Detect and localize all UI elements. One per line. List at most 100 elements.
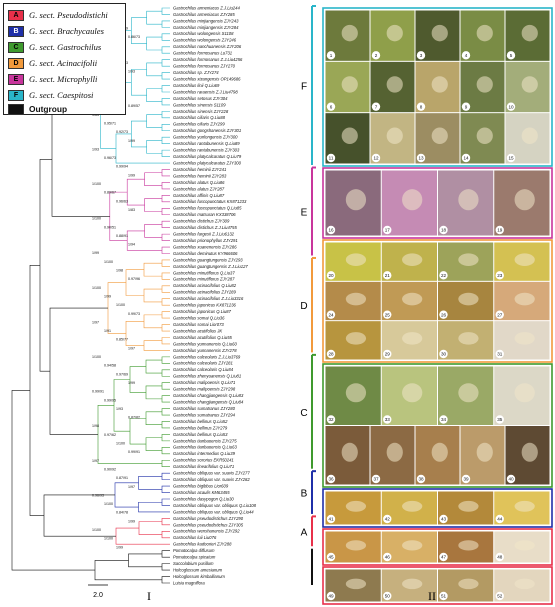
tree-branch (161, 33, 170, 41)
tree-branch (161, 85, 170, 93)
support-value: 1/93 (116, 407, 123, 411)
legend-label: G. sect. Gastrochilus (29, 42, 102, 52)
taxon-label: Gastrochilus platycalcaratus ZJY300 (173, 160, 242, 165)
taxon-label: Gastrochilus acinacifolius Q.Liu82 (173, 283, 237, 288)
photo-number-badge (495, 349, 504, 359)
photo-number: 13 (418, 156, 424, 161)
taxon-label: Gastrochilus distichus Z.J.Liu4755 (173, 225, 237, 230)
photo-number-badge (383, 552, 392, 562)
taxon-label: Gastrochilus sumatranus ZJY280 (173, 406, 236, 411)
photo-number: 4 (465, 53, 468, 58)
photo-number-badge (326, 271, 336, 280)
photo-number-badge (439, 415, 448, 424)
flower-highlight (402, 189, 423, 211)
tree-branch (128, 553, 162, 568)
flower-highlight (341, 127, 358, 144)
flower-highlight (431, 24, 448, 42)
flower-highlight (521, 24, 538, 42)
tree-branch (51, 102, 110, 217)
photo-number-badge (439, 271, 448, 280)
photo-number: 45 (328, 555, 334, 560)
taxon-label: Gastrochilus guangtungensis ZJY293 (173, 257, 243, 262)
support-value: 0.88/91 (116, 234, 128, 238)
photo-number: 12 (373, 156, 379, 161)
taxon-label: Gastrochilus obliquus var. obliquus Q.Li… (173, 509, 254, 514)
taxon-label: Gastrochilus alatus Q.Liu86 (173, 180, 225, 185)
photo-number-badge (506, 102, 516, 111)
tree-branch (161, 337, 170, 345)
support-value: 0.97/96 (128, 277, 140, 281)
taxon-label: Gastrochilus intermedius Q.Liu39 (173, 451, 236, 456)
clade-letter: F (301, 82, 307, 93)
tree-branch (161, 7, 170, 15)
taxon-label: Gastrochilus heminii ZJY283 (173, 173, 227, 178)
photo-number: 17 (385, 228, 391, 233)
tree-branch (143, 340, 170, 351)
photo-number-badge (495, 552, 504, 562)
tree-branch (145, 359, 162, 374)
taxon-label: Gastrochilus deminutus KY966606 (173, 251, 238, 256)
support-value: 1/100 (92, 286, 101, 290)
tree-branch (161, 518, 170, 526)
photo-number-badge (461, 153, 471, 163)
photo-number-badge (326, 153, 336, 163)
taxon-label: Gastrochilus platycalcaratus Q.Liu79 (173, 154, 242, 159)
support-value: 0.89/57 (128, 104, 140, 108)
taxon-label: Gastrochilus xuanenensis ZJY286 (173, 244, 237, 249)
taxon-label: Gastrochilus matsuran KX338706 (173, 212, 236, 217)
support-value: 1/97 (92, 320, 99, 324)
photo-number-badge (371, 153, 381, 163)
photo-number-badge (461, 51, 471, 60)
support-value: 0.96/73 (104, 156, 116, 160)
taxon-label: Pomatocalpa diffusum (173, 548, 215, 553)
clade-letter: C (300, 408, 307, 419)
flower-highlight (345, 578, 367, 590)
flower-highlight (514, 332, 535, 345)
taxon-label: Gastrochilus nanchuanensis ZJY206 (173, 44, 242, 49)
clade-bars: F E D C B A (300, 5, 316, 585)
support-value: 0.97/62 (104, 433, 116, 437)
photo-number-badge (461, 102, 471, 111)
taxon-label: Gastrochilus changjiangensis Q.Liu84 (173, 400, 244, 405)
photo-number-badge (439, 591, 448, 601)
tree-branch (138, 501, 170, 513)
flower-highlight (345, 189, 367, 211)
photo-number: 25 (385, 312, 391, 317)
clade-letter: B (301, 489, 308, 500)
support-value: 0.99/94 (116, 165, 128, 169)
photo-number: 11 (329, 156, 334, 161)
flower-highlight (345, 253, 367, 266)
support-value: 0.99/91 (128, 450, 140, 454)
phylogenetic-tree (11, 7, 170, 584)
flower-highlight (458, 578, 479, 590)
photo-number-badge (371, 474, 381, 484)
taxon-label: Gastrochilus distichus ZJY309 (173, 219, 230, 224)
photo-number-badge (495, 415, 504, 424)
support-value: 0.94/58 (104, 364, 116, 368)
taxon-label: Gastrochilus xizangensis OP149686 (173, 76, 241, 81)
tree-branch (146, 114, 162, 128)
legend-item-microphylli: E G. sect. Microphylli (8, 73, 97, 85)
photo-number-badge (416, 51, 426, 60)
flower-highlight (431, 127, 448, 144)
flower-highlight (458, 292, 479, 306)
taxon-label: Gastrochilus armeniacus ZJY285 (173, 12, 235, 17)
support-value: 0.90/51 (104, 225, 116, 229)
taxon-label: Gastrochilus acutifolius JK (173, 328, 222, 333)
legend-label: G. sect. Microphylli (29, 74, 98, 84)
taxon-label: Gastrochilus bellinus Q.Liu52 (173, 419, 228, 424)
tree-branch (113, 379, 130, 432)
tree-branch (129, 417, 146, 445)
flower-highlight (345, 292, 367, 306)
taxon-label: Gastrochilus pseudodistichus ZJY290 (173, 516, 244, 521)
legend-swatch: F (8, 89, 24, 101)
photo-number-badge (326, 51, 336, 60)
photo-number-badge (439, 514, 448, 524)
photo-number: 5 (510, 53, 513, 58)
taxon-label: Gastrochilus changjiangensis Q.Liu83 (173, 393, 244, 398)
photo-number-badge (495, 591, 504, 601)
support-value: 1/99 (104, 294, 111, 298)
taxon-label: Gastrochilus calceolaris ZJY281 (173, 361, 233, 366)
clade-letter: D (300, 301, 307, 312)
photo-number: 48 (497, 555, 503, 560)
